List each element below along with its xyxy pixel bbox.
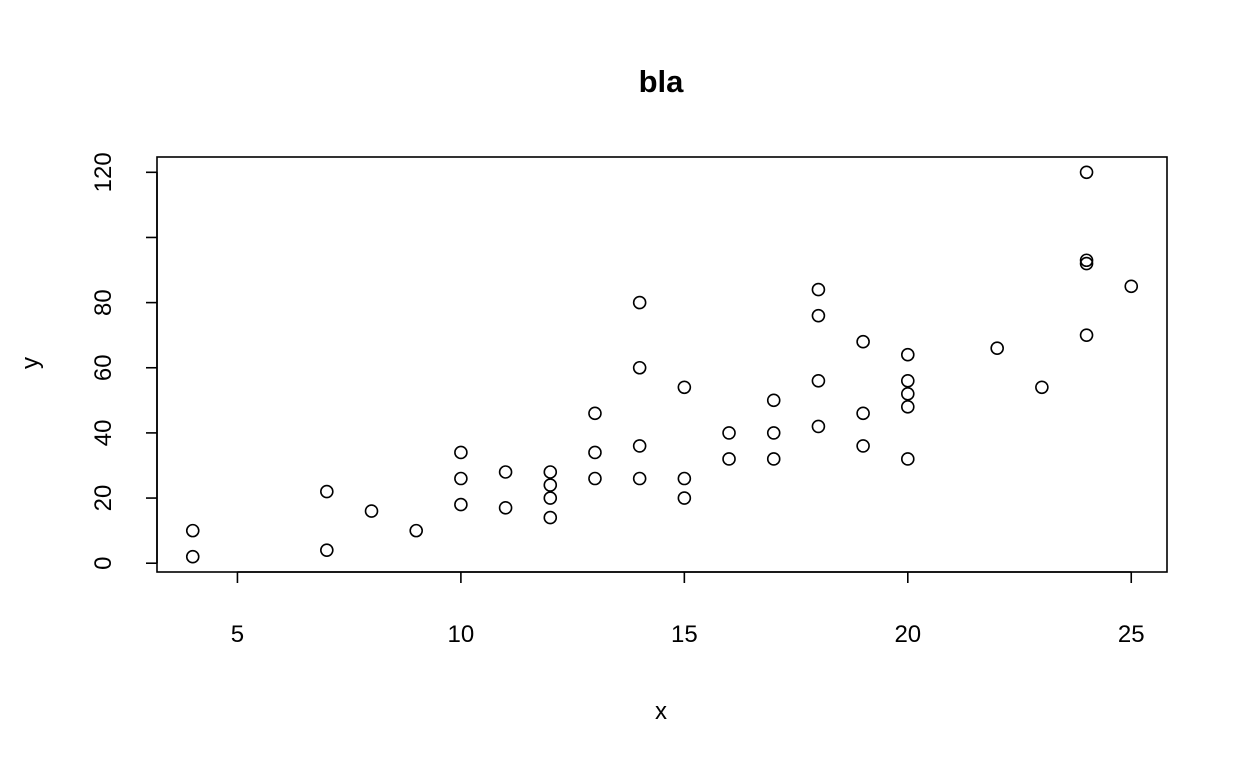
data-point: [1079, 328, 1094, 342]
data-point: [856, 406, 870, 421]
data-point: [454, 445, 468, 460]
data-point: [900, 387, 915, 401]
data-point: [722, 426, 736, 440]
x-tick-label: 20: [894, 621, 921, 648]
data-point: [185, 523, 200, 538]
data-point: [409, 523, 424, 538]
x-tick-label: 10: [448, 621, 475, 648]
data-point: [900, 347, 915, 362]
data-point: [722, 452, 736, 466]
x-axis-label: x: [655, 698, 667, 725]
y-axis: 0 20 40 60 80 120: [90, 152, 158, 570]
data-point: [632, 471, 647, 486]
x-axis: 5 10 15 20 25: [231, 571, 1145, 648]
data-point: [320, 484, 334, 499]
data-point: [632, 295, 647, 310]
plot-frame: [156, 156, 1168, 573]
data-point: [900, 373, 915, 388]
y-tick-label: 60: [90, 354, 117, 381]
data-point: [677, 380, 692, 395]
data-point: [543, 465, 558, 479]
data-point: [588, 445, 602, 460]
data-point: [1079, 256, 1094, 271]
data-point: [900, 452, 915, 466]
data-point: [856, 334, 870, 349]
data-point: [320, 543, 334, 557]
data-point: [454, 471, 468, 486]
data-point: [766, 452, 781, 466]
y-tick-label: 40: [90, 420, 117, 447]
data-point: [1079, 253, 1094, 268]
y-tick-label: 20: [90, 485, 117, 512]
data-point: [811, 419, 826, 434]
data-point: [454, 497, 468, 512]
data-point: [543, 478, 558, 492]
data-points: [185, 165, 1139, 564]
data-point: [677, 491, 692, 505]
data-point: [543, 491, 558, 505]
data-point: [677, 471, 692, 486]
data-point: [632, 439, 647, 453]
data-point: [185, 549, 200, 564]
x-tick-label: 5: [231, 621, 244, 648]
data-point: [1124, 279, 1139, 294]
x-tick-label: 15: [671, 621, 698, 648]
y-tick-label: 80: [90, 289, 117, 316]
x-tick-label: 25: [1118, 621, 1145, 648]
data-point: [990, 341, 1004, 356]
data-point: [766, 426, 781, 440]
data-point: [811, 373, 826, 388]
data-point: [632, 360, 647, 375]
data-point: [766, 393, 781, 408]
data-point: [811, 308, 826, 323]
y-tick-label: 0: [90, 557, 117, 570]
data-point: [588, 471, 602, 486]
data-point: [900, 400, 915, 414]
data-point: [364, 504, 379, 518]
data-point: [1079, 165, 1094, 180]
y-axis-label: y: [17, 357, 44, 369]
data-point: [588, 406, 602, 421]
data-point: [1035, 380, 1049, 395]
data-point: [811, 282, 826, 297]
data-point: [498, 465, 513, 479]
chart-title: bla: [639, 64, 685, 99]
y-tick-label: 120: [90, 152, 117, 192]
data-point: [856, 439, 870, 453]
data-point: [498, 501, 513, 515]
data-point: [543, 510, 558, 525]
